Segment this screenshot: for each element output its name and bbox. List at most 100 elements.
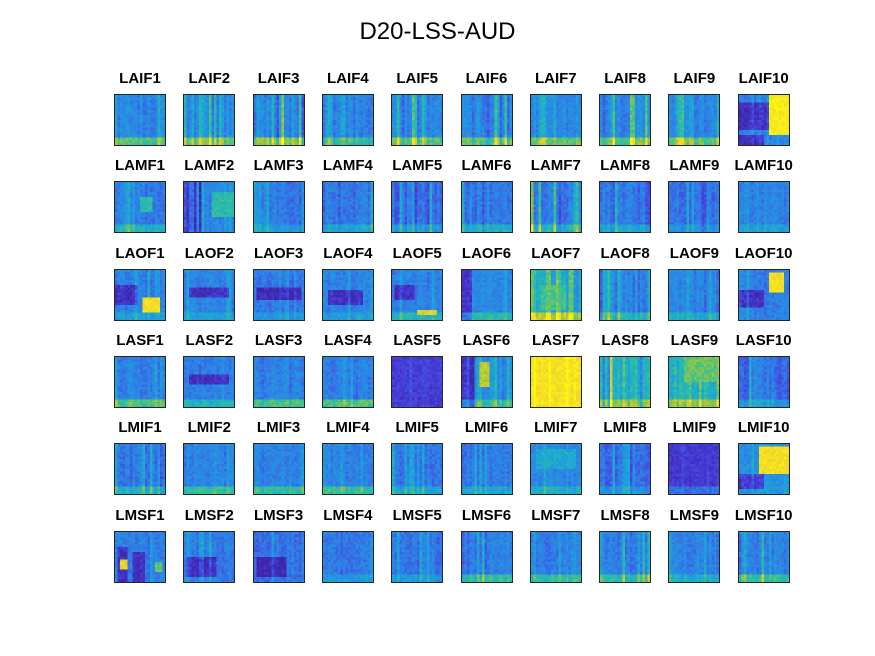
panel-title-lamf7: LAMF7 xyxy=(523,157,589,174)
panel-title-lasf10: LASF10 xyxy=(731,332,797,349)
panel-title-laof8: LAOF8 xyxy=(592,245,658,262)
heatmap-panel-lasf7 xyxy=(529,355,582,408)
heatmap-panel-laif6 xyxy=(460,94,513,146)
panel-title-laif6: LAIF6 xyxy=(454,70,520,87)
heatmap-panel-lmsf1 xyxy=(114,530,166,583)
panel-title-laif8: LAIF8 xyxy=(592,70,658,87)
heatmap-panel-lamf4 xyxy=(321,181,374,234)
heatmap-panel-lamf2 xyxy=(183,181,236,234)
heatmap-panel-lasf2 xyxy=(183,355,236,408)
heatmap-panel-laof1 xyxy=(114,268,166,321)
panel-title-lamf10: LAMF10 xyxy=(731,157,797,174)
heatmap-panel-lamf8 xyxy=(599,181,652,234)
heatmap-panel-lmif9 xyxy=(668,443,721,496)
figure-title: D20-LSS-AUD xyxy=(0,18,875,46)
heatmap-panel-lmif1 xyxy=(114,443,166,496)
panel-title-lmif10: LMIF10 xyxy=(731,419,797,436)
panel-title-laof4: LAOF4 xyxy=(315,245,381,262)
heatmap-panel-lasf10 xyxy=(737,355,790,408)
heatmap-panel-lamf3 xyxy=(252,181,305,234)
panel-title-lamf1: LAMF1 xyxy=(107,157,173,174)
panel-title-laif7: LAIF7 xyxy=(523,70,589,87)
panel-title-lasf4: LASF4 xyxy=(315,332,381,349)
panel-title-laof1: LAOF1 xyxy=(107,245,173,262)
panel-title-lamf3: LAMF3 xyxy=(246,157,312,174)
heatmap-panel-lmif4 xyxy=(321,443,374,496)
heatmap-panel-laof7 xyxy=(529,268,582,321)
panel-title-laif3: LAIF3 xyxy=(246,70,312,87)
panel-title-lasf3: LASF3 xyxy=(246,332,312,349)
heatmap-panel-lamf7 xyxy=(529,181,582,234)
panel-title-laof3: LAOF3 xyxy=(246,245,312,262)
panel-title-lmif1: LMIF1 xyxy=(107,419,173,436)
heatmap-panel-laif10 xyxy=(737,94,790,146)
panel-title-lasf9: LASF9 xyxy=(661,332,727,349)
heatmap-panel-lmif2 xyxy=(183,443,236,496)
heatmap-panel-lasf3 xyxy=(252,355,305,408)
panel-title-lmif9: LMIF9 xyxy=(661,419,727,436)
heatmap-panel-lmif5 xyxy=(391,443,444,496)
heatmap-panel-laif9 xyxy=(668,94,721,146)
heatmap-panel-laof4 xyxy=(321,268,374,321)
heatmap-panel-laif7 xyxy=(529,94,582,146)
panel-title-laif2: LAIF2 xyxy=(176,70,242,87)
panel-title-lmsf4: LMSF4 xyxy=(315,507,381,524)
heatmap-panel-lamf9 xyxy=(668,181,721,234)
heatmap-panel-lmsf4 xyxy=(321,530,374,583)
panel-title-laof7: LAOF7 xyxy=(523,245,589,262)
panel-title-lmif3: LMIF3 xyxy=(246,419,312,436)
heatmap-panel-lasf8 xyxy=(599,355,652,408)
heatmap-panel-laof5 xyxy=(391,268,444,321)
heatmap-panel-lasf5 xyxy=(391,355,444,408)
heatmap-panel-lmsf6 xyxy=(460,530,513,583)
panel-title-lmsf8: LMSF8 xyxy=(592,507,658,524)
panel-title-lmsf10: LMSF10 xyxy=(731,507,797,524)
heatmap-panel-lmsf3 xyxy=(252,530,305,583)
heatmap-panel-lamf1 xyxy=(114,181,166,234)
panel-title-lasf2: LASF2 xyxy=(176,332,242,349)
panel-title-lasf6: LASF6 xyxy=(454,332,520,349)
panel-title-laif9: LAIF9 xyxy=(661,70,727,87)
heatmap-panel-laof3 xyxy=(252,268,305,321)
panel-title-laof6: LAOF6 xyxy=(454,245,520,262)
heatmap-panel-laof2 xyxy=(183,268,236,321)
panel-title-lamf8: LAMF8 xyxy=(592,157,658,174)
panel-title-laof2: LAOF2 xyxy=(176,245,242,262)
panel-title-laif5: LAIF5 xyxy=(384,70,450,87)
heatmap-panel-laif2 xyxy=(183,94,236,146)
panel-title-lmsf2: LMSF2 xyxy=(176,507,242,524)
panel-title-lmif2: LMIF2 xyxy=(176,419,242,436)
panel-title-lmsf6: LMSF6 xyxy=(454,507,520,524)
panel-title-lmsf7: LMSF7 xyxy=(523,507,589,524)
heatmap-panel-lasf4 xyxy=(321,355,374,408)
panel-title-lmif6: LMIF6 xyxy=(454,419,520,436)
panel-title-lamf9: LAMF9 xyxy=(661,157,727,174)
panel-title-lmsf1: LMSF1 xyxy=(107,507,173,524)
panel-title-laif4: LAIF4 xyxy=(315,70,381,87)
heatmap-panel-lmsf7 xyxy=(529,530,582,583)
heatmap-panel-laif1 xyxy=(114,94,166,146)
heatmap-panel-lamf10 xyxy=(737,181,790,234)
heatmap-panel-lmif7 xyxy=(529,443,582,496)
panel-title-laif1: LAIF1 xyxy=(107,70,173,87)
panel-title-lmif5: LMIF5 xyxy=(384,419,450,436)
heatmap-panel-lmsf5 xyxy=(391,530,444,583)
heatmap-panel-laif4 xyxy=(321,94,374,146)
heatmap-panel-lamf6 xyxy=(460,181,513,234)
heatmap-panel-lasf9 xyxy=(668,355,721,408)
panel-title-laof9: LAOF9 xyxy=(661,245,727,262)
panel-title-lmif7: LMIF7 xyxy=(523,419,589,436)
heatmap-panel-laof6 xyxy=(460,268,513,321)
heatmap-panel-laif5 xyxy=(391,94,444,146)
heatmap-panel-lmif10 xyxy=(737,443,790,496)
heatmap-panel-lmif6 xyxy=(460,443,513,496)
panel-title-laif10: LAIF10 xyxy=(731,70,797,87)
heatmap-panel-lasf1 xyxy=(114,355,166,408)
panel-title-lmif4: LMIF4 xyxy=(315,419,381,436)
heatmap-panel-lmif8 xyxy=(599,443,652,496)
panel-title-lmif8: LMIF8 xyxy=(592,419,658,436)
heatmap-panel-lmsf10 xyxy=(737,530,790,583)
panel-title-lamf4: LAMF4 xyxy=(315,157,381,174)
heatmap-panel-lmsf9 xyxy=(668,530,721,583)
heatmap-panel-laof9 xyxy=(668,268,721,321)
